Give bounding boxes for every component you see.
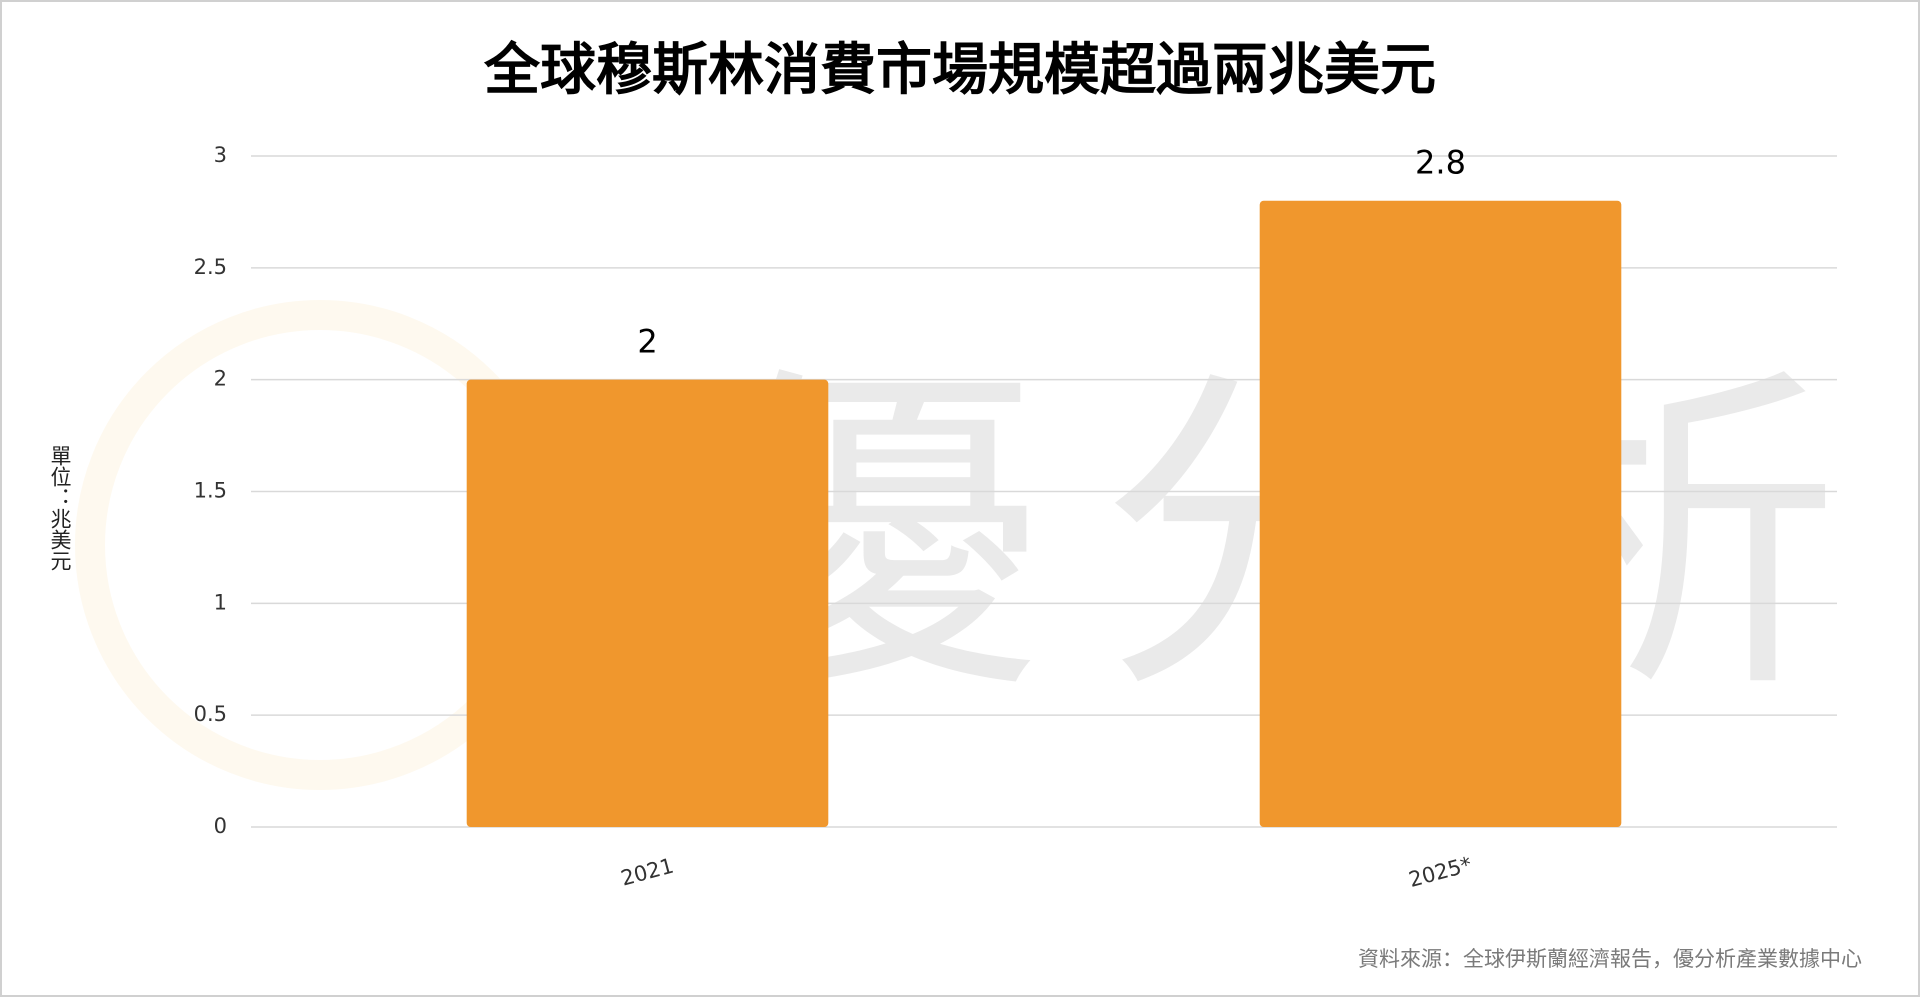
source-note: 資料來源：全球伊斯蘭經濟報告，優分析產業數據中心: [1358, 947, 1862, 971]
y-tick-label: 1.5: [194, 479, 227, 503]
chart-title: 全球穆斯林消費市場規模超過兩兆美元: [483, 38, 1436, 103]
y-tick-label: 0: [214, 814, 227, 838]
bar: [1259, 200, 1622, 827]
data-label: 2: [637, 323, 657, 361]
bar: [466, 379, 829, 827]
data-label: 2.8: [1415, 144, 1466, 182]
y-tick-label: 2: [214, 367, 227, 391]
y-tick-label: 1: [214, 590, 227, 614]
y-tick-label: 3: [214, 143, 227, 167]
y-axis-label: 單位：兆美元: [48, 445, 72, 571]
y-tick-label: 2.5: [194, 255, 227, 279]
y-tick-label: 0.5: [194, 702, 227, 726]
